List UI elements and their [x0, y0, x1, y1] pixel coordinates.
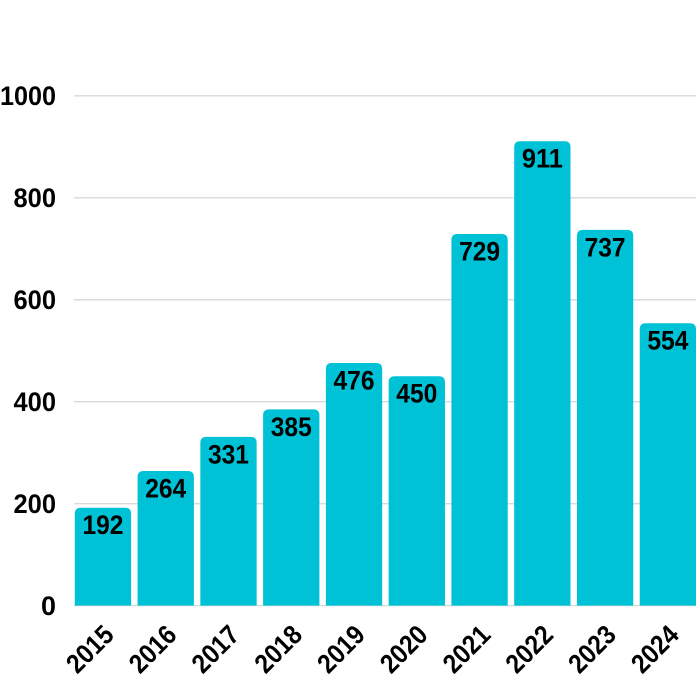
svg-text:385: 385 — [271, 412, 312, 442]
svg-text:737: 737 — [585, 232, 626, 262]
svg-text:0: 0 — [41, 591, 56, 621]
svg-text:476: 476 — [334, 365, 375, 395]
svg-text:264: 264 — [145, 473, 186, 503]
svg-text:729: 729 — [459, 236, 500, 266]
svg-text:911: 911 — [522, 144, 563, 174]
svg-text:331: 331 — [208, 439, 249, 469]
svg-text:450: 450 — [396, 379, 437, 409]
svg-text:800: 800 — [14, 183, 57, 213]
svg-text:200: 200 — [14, 489, 57, 519]
svg-text:600: 600 — [14, 285, 57, 315]
svg-text:192: 192 — [82, 510, 123, 540]
svg-text:400: 400 — [14, 387, 57, 417]
svg-text:554: 554 — [647, 326, 688, 356]
svg-text:1000: 1000 — [0, 81, 56, 111]
